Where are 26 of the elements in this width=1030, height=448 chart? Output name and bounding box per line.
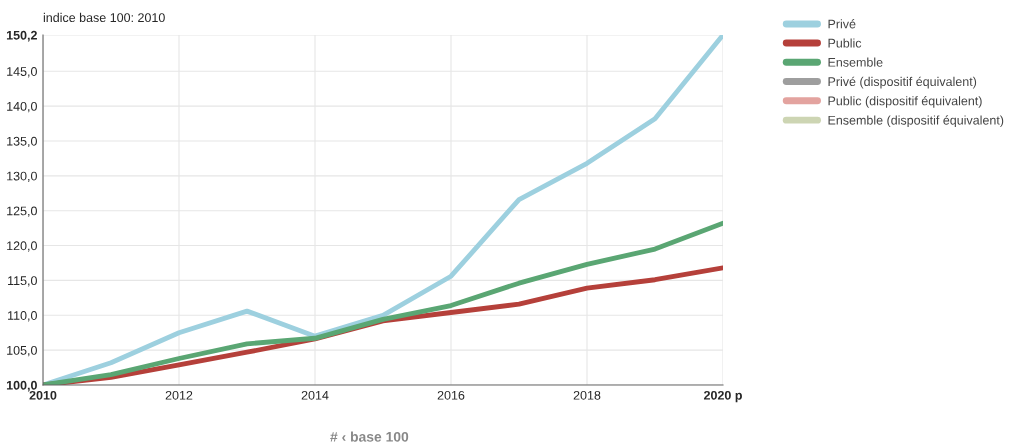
y-tick-label: 105,0 <box>7 345 37 357</box>
y-tick-label: 115,0 <box>8 276 37 287</box>
legend-label: Ensemble <box>828 57 883 67</box>
x-tick-label: 2012 <box>165 390 193 400</box>
y-tick-label: 100,0 <box>6 380 37 392</box>
x-tick-label: 2014 <box>301 390 329 400</box>
y-tick-label: 130,0 <box>7 171 37 182</box>
legend-label: Privé (dispositif équivalent) <box>828 76 977 89</box>
y-tick-label: 145,0 <box>7 67 37 78</box>
x-tick-label: 2010 <box>29 390 57 400</box>
x-tick-label: 2018 <box>573 390 601 400</box>
y-tick-label: 110,0 <box>8 311 37 322</box>
line-series <box>43 35 723 385</box>
y-tick-label: 140,0 <box>7 101 37 113</box>
legend-label: Ensemble (dispositif équivalent) <box>828 115 1004 128</box>
y-axis-title: indice base 100: 2010 <box>43 12 165 23</box>
legend-label: Public (dispositif équivalent) <box>828 96 982 108</box>
y-tick-label: 125,0 <box>7 206 37 217</box>
x-tick-label: 2016 <box>437 390 465 400</box>
x-tick-label: 2020 p <box>703 390 742 403</box>
y-tick-label: 135,0 <box>7 136 37 148</box>
y-tick-label: 150,2 <box>6 30 37 42</box>
y-tick-label: 120,0 <box>7 241 37 252</box>
legend-label: Privé <box>828 19 856 29</box>
text: # ‹ base 100 <box>330 431 409 442</box>
legend-label: Public <box>828 38 862 48</box>
